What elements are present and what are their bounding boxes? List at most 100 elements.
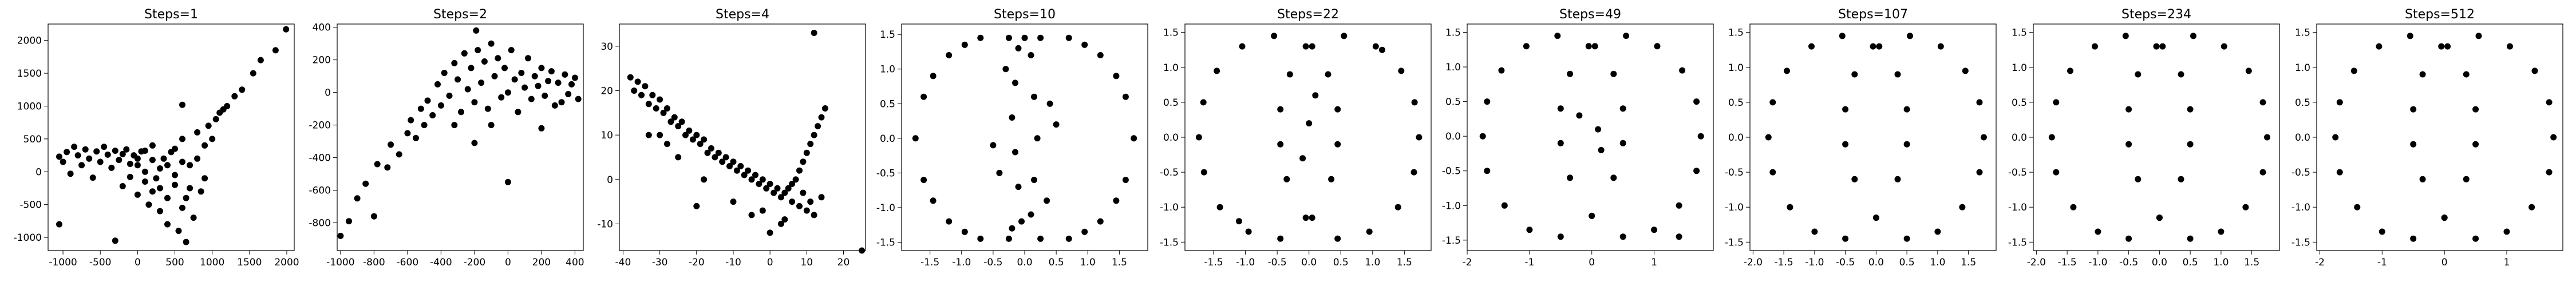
subplot-2: Steps=2 -1000 -800 -600 -400 -200 0 200 400 -800 -… — [309, 7, 584, 268]
data-point — [2187, 235, 2194, 242]
y-tick-label: 400 — [313, 22, 331, 34]
data-point — [701, 136, 708, 143]
data-point — [508, 47, 515, 54]
data-point — [172, 145, 178, 152]
data-point — [388, 141, 394, 148]
data-point — [708, 145, 714, 152]
data-point — [811, 30, 817, 36]
data-point — [504, 89, 511, 96]
data-points — [2332, 33, 2557, 242]
data-point — [741, 172, 748, 178]
data-point — [511, 76, 518, 83]
data-point — [2218, 228, 2225, 235]
data-point — [384, 164, 391, 171]
data-point — [1299, 155, 1306, 162]
data-point — [421, 122, 428, 129]
y-tick-label: -0.5 — [2008, 167, 2027, 178]
y-tick-label: -1.5 — [1160, 237, 1179, 248]
data-point — [2531, 67, 2538, 74]
axes-frame — [619, 23, 866, 251]
data-point — [1808, 43, 1815, 50]
data-point — [86, 155, 93, 162]
data-point — [112, 148, 118, 154]
data-points — [1195, 33, 1423, 242]
data-point — [2070, 204, 2077, 210]
data-points — [912, 34, 1137, 242]
data-point — [1053, 121, 1060, 128]
x-tick-label: -1.0 — [952, 257, 971, 268]
data-point — [538, 125, 545, 132]
data-point — [777, 220, 784, 227]
data-point — [175, 228, 182, 235]
data-point — [2178, 176, 2184, 182]
subplot-title: Steps=22 — [1277, 7, 1339, 22]
x-tick-label: -1 — [2377, 257, 2387, 268]
y-tick-label: -1000 — [14, 232, 42, 244]
data-point — [1028, 211, 1034, 218]
data-point — [194, 155, 201, 162]
data-point — [990, 142, 997, 149]
data-point — [1769, 99, 1776, 106]
data-point — [521, 84, 528, 91]
data-point — [759, 176, 766, 183]
data-point — [484, 105, 491, 112]
data-point — [789, 181, 796, 187]
x-tick-label: 2000 — [274, 257, 299, 268]
data-point — [1479, 133, 1486, 140]
data-point — [1554, 33, 1561, 39]
data-point — [1195, 134, 1202, 141]
x-tick-label: -1.5 — [1775, 257, 1793, 268]
x-tick-label: 1.5 — [1961, 257, 1976, 268]
data-point — [1876, 43, 1883, 50]
data-point — [946, 52, 953, 58]
data-point — [777, 194, 784, 201]
data-point — [682, 132, 689, 138]
data-point — [93, 148, 100, 155]
data-point — [164, 221, 171, 228]
subplot-title: Steps=107 — [1838, 7, 1908, 22]
data-point — [1334, 106, 1341, 113]
data-point — [1044, 197, 1050, 204]
data-point — [1046, 100, 1053, 107]
data-point — [1591, 43, 1598, 50]
data-point — [1398, 67, 1405, 74]
x-tick-label: -2 — [1463, 257, 1472, 268]
data-point — [71, 144, 78, 150]
data-point — [197, 188, 204, 195]
x-tick-label: 0 — [135, 257, 141, 268]
data-point — [1567, 174, 1574, 181]
data-point — [2187, 106, 2194, 113]
data-point — [1122, 177, 1129, 183]
data-point — [1031, 93, 1037, 100]
data-point — [551, 102, 558, 109]
x-tick-label: 0.5 — [1899, 257, 1915, 268]
data-point — [789, 198, 796, 205]
y-tick-label: -0.5 — [1725, 167, 1744, 178]
data-point — [565, 91, 572, 97]
y-tick-label: -0.5 — [2291, 167, 2310, 178]
data-point — [785, 185, 792, 192]
data-point — [1309, 43, 1315, 50]
data-point — [811, 132, 817, 138]
data-point — [451, 59, 458, 66]
y-tick-label: 1500 — [17, 68, 42, 80]
x-tick-label: -1.5 — [1204, 257, 1223, 268]
data-point — [1325, 71, 1332, 78]
data-point — [481, 58, 488, 65]
data-point — [2095, 228, 2101, 235]
data-point — [803, 207, 810, 214]
data-point — [396, 151, 402, 158]
data-point — [1065, 34, 1072, 41]
data-point — [231, 93, 238, 100]
data-point — [354, 195, 361, 202]
data-point — [1501, 202, 1508, 209]
data-point — [2122, 33, 2129, 39]
subplot-5: Steps=22 -1.5 -1.0 -0.5 0.0 0.5 1.0 1.5 -1.5 -1.0… — [1160, 7, 1432, 268]
x-tick-label: -600 — [397, 257, 419, 268]
data-point — [1894, 176, 1901, 182]
data-point — [631, 88, 638, 94]
data-point — [1015, 184, 1022, 190]
x-tick-label: -1 — [1524, 257, 1534, 268]
subplot-4: Steps=10 -1.5 -1.0 -0.5 0.0 0.5 1.0 1.5 -1.5 -1.0… — [876, 7, 1148, 268]
